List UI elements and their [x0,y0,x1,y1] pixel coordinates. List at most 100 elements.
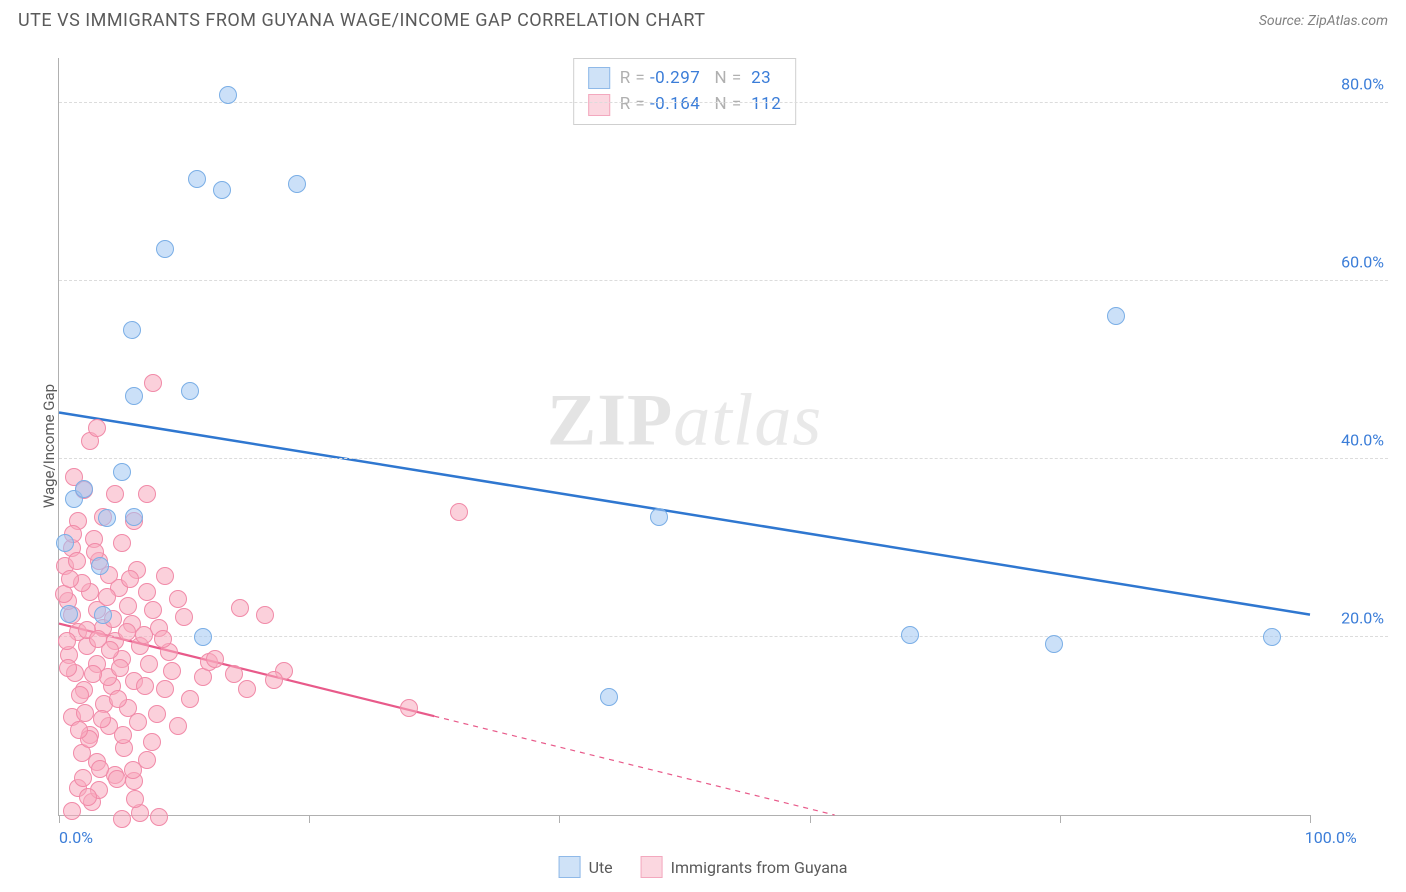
scatter-point [123,321,141,339]
gridline [59,280,1388,281]
corr-row-a: R = -0.297 N = 23 [588,65,782,91]
plot-area: Wage/Income Gap ZIPatlas R = -0.297 N = … [58,58,1310,816]
scatter-point [75,480,93,498]
swatch-pink [641,856,663,878]
scatter-point [400,699,418,717]
scatter-point [74,769,92,787]
scatter-point [68,552,86,570]
scatter-point [450,503,468,521]
scatter-point [188,170,206,188]
scatter-point [169,717,187,735]
scatter-point [138,485,156,503]
scatter-point [256,606,274,624]
scatter-point [238,680,256,698]
scatter-point [108,770,126,788]
x-tick [559,815,560,823]
scatter-point [135,626,153,644]
watermark-atlas: atlas [673,380,822,462]
corr-row-b: R = -0.164 N = 112 [588,91,782,117]
scatter-point [56,534,74,552]
scatter-point [156,567,174,585]
scatter-point [143,733,161,751]
swatch-pink [588,94,610,116]
scatter-point [213,181,231,199]
scatter-point [140,655,158,673]
scatter-point [175,608,193,626]
scatter-point [94,606,112,624]
scatter-point [91,760,109,778]
scatter-point [156,680,174,698]
scatter-point [600,688,618,706]
scatter-point [138,583,156,601]
scatter-point [111,659,129,677]
scatter-point [154,630,172,648]
scatter-point [58,632,76,650]
source-label: Source: ZipAtlas.com [1259,13,1388,29]
scatter-point [1107,307,1125,325]
x-tick-label: 0.0% [59,828,93,847]
y-tick-label: 40.0% [1341,430,1384,449]
chart-container: Wage/Income Gap ZIPatlas R = -0.297 N = … [18,44,1388,844]
scatter-point [70,721,88,739]
x-tick [59,815,60,823]
scatter-point [901,626,919,644]
legend-item-b: Immigrants from Guyana [641,856,848,878]
x-tick [309,815,310,823]
scatter-point [126,790,144,808]
scatter-point [121,570,139,588]
legend-label-b: Immigrants from Guyana [671,858,848,877]
scatter-point [61,570,79,588]
watermark-zip: ZIP [547,380,673,462]
scatter-point [59,659,77,677]
scatter-point [98,509,116,527]
scatter-point [114,726,132,744]
scatter-point [231,599,249,617]
scatter-point [156,240,174,258]
gridline [59,102,1388,103]
gridline [59,636,1388,637]
scatter-point [169,590,187,608]
scatter-point [125,508,143,526]
scatter-point [88,419,106,437]
scatter-point [1045,635,1063,653]
scatter-point [124,761,142,779]
scatter-point [1263,628,1281,646]
scatter-point [91,557,109,575]
scatter-point [93,710,111,728]
scatter-point [148,705,166,723]
series-legend: Ute Immigrants from Guyana [559,856,848,878]
correlation-legend: R = -0.297 N = 23 R = -0.164 N = 112 [573,58,797,125]
scatter-point [144,374,162,392]
header: UTE VS IMMIGRANTS FROM GUYANA WAGE/INCOM… [0,0,1406,39]
scatter-point [119,597,137,615]
y-tick-label: 20.0% [1341,608,1384,627]
x-tick [1310,815,1311,823]
scatter-point [219,86,237,104]
scatter-point [118,623,136,641]
gridline [59,458,1388,459]
chart-title: UTE VS IMMIGRANTS FROM GUYANA WAGE/INCOM… [18,10,705,31]
scatter-point [109,690,127,708]
trend-lines [59,58,1310,815]
scatter-point [89,630,107,648]
scatter-point [60,605,78,623]
scatter-point [163,662,181,680]
scatter-point [144,601,162,619]
scatter-point [63,802,81,820]
x-tick [810,815,811,823]
watermark: ZIPatlas [547,379,822,464]
scatter-point [265,671,283,689]
y-tick-label: 80.0% [1341,74,1384,93]
legend-label-a: Ute [589,858,613,877]
scatter-point [113,463,131,481]
scatter-point [136,677,154,695]
scatter-point [150,808,168,826]
scatter-point [181,690,199,708]
x-tick-label: 100.0% [1305,828,1357,847]
swatch-blue [588,67,610,89]
y-tick-label: 60.0% [1341,252,1384,271]
scatter-point [79,788,97,806]
scatter-point [650,508,668,526]
scatter-point [288,175,306,193]
scatter-point [71,686,89,704]
